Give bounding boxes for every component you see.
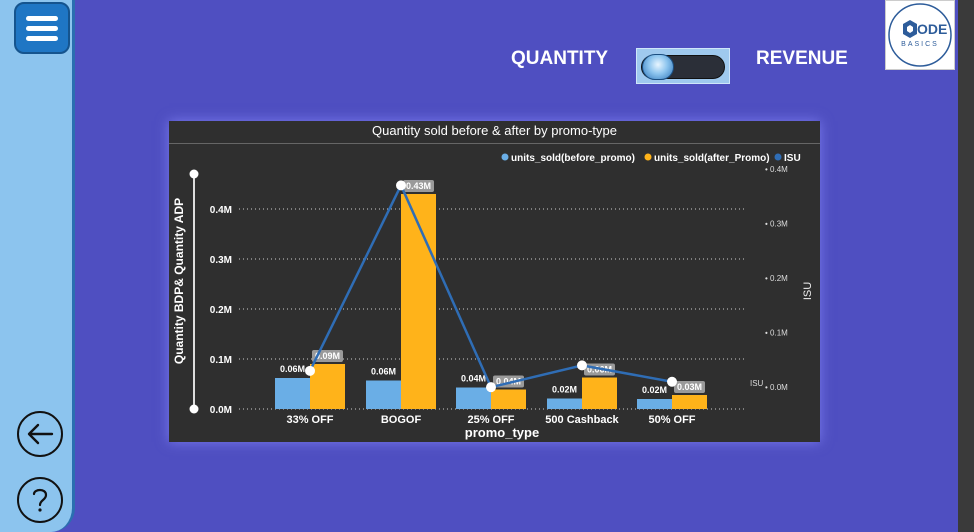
y2-axis-tag: ISU [750,379,764,388]
chart-card: Quantity sold before & after by promo-ty… [169,121,820,442]
isu-point [577,360,587,371]
menu-icon-bar [26,36,58,41]
data-label-after: 0.04M [496,377,521,387]
data-label-bg-after [674,381,705,393]
bar-after-promo [310,364,345,409]
data-label-before: 0.02M [642,385,667,395]
bar-after-promo [401,194,436,409]
bar-after-promo [491,389,526,409]
logo-text-basics: BASICS [901,41,939,48]
x-tick-label: 50% OFF [648,414,695,426]
menu-icon-bar [26,26,58,31]
legend-label: units_sold(after_Promo) [654,153,770,164]
legend-label: units_sold(before_promo) [511,153,635,164]
toggle-track [641,54,725,80]
codebasics-logo: ODE BASICS [885,0,955,70]
isu-point [486,382,496,393]
data-label-after: 0.09M [315,351,340,361]
y2-tick-label: • 0.2M [765,274,788,283]
bar-after-promo [582,377,617,409]
revenue-label: REVENUE [756,48,848,69]
y2-axis-title: ISU [802,282,814,300]
y2-tick-label: • 0.3M [765,220,788,229]
logo-text-ode: ODE [917,21,947,37]
legend-marker [774,153,782,161]
data-label-before: 0.02M [552,385,577,395]
x-tick-label: BOGOF [381,414,422,426]
y-tick-label: 0.2M [210,305,232,316]
data-label-before: 0.06M [371,367,396,377]
quantity-revenue-toggle[interactable] [636,48,730,84]
x-tick-label: 500 Cashback [545,414,619,426]
isu-point [396,180,406,191]
y-tick-label: 0.1M [210,355,232,366]
legend-marker [501,153,509,161]
help-button[interactable] [17,477,63,523]
y-tick-label: 0.0M [210,405,232,416]
y-tick-label: 0.4M [210,205,232,216]
chart-svg: 0.0M 0.1M 0.2M 0.3M 0.4M • 0.0M • 0.1M • 0.2M • … [172,153,814,440]
data-label-after: 0.43M [406,181,431,191]
x-tick-label: 25% OFF [467,414,514,426]
y2-tick-label: • 0.1M [765,329,788,338]
y2-tick-label: • 0.0M [765,383,788,392]
right-edge-strip [958,0,974,532]
y-axis-title: Quantity BDP& Quantity ADP [172,198,186,364]
chart-title: Quantity sold before & after by promo-ty… [169,121,820,144]
quantity-label: QUANTITY [511,48,609,69]
x-axis-title: promo_type [465,425,539,440]
y-axis-slider-handle-bottom [189,404,199,414]
isu-point [305,365,315,376]
legend-label: ISU [784,153,801,164]
isu-line [308,182,673,389]
menu-button[interactable] [14,2,70,54]
data-label-before: 0.06M [280,364,305,374]
sidebar [0,0,75,532]
bar-before-promo [275,378,310,409]
bar-before-promo [547,398,582,409]
back-arrow-icon [27,423,54,445]
bar-after-promo [672,395,707,409]
question-mark-icon [32,488,48,512]
legend-marker [644,153,652,161]
y2-tick-label: • 0.4M [765,165,788,174]
toggle-knob [642,54,674,80]
menu-icon-bar [26,16,58,21]
y-tick-label: 0.3M [210,255,232,266]
bar-before-promo [456,387,491,409]
isu-point [667,376,677,387]
data-label-after: 0.03M [677,382,702,392]
x-tick-label: 33% OFF [286,414,333,426]
data-label-bg-after [403,180,434,192]
data-label-before: 0.04M [461,374,486,384]
bar-before-promo [637,399,672,409]
back-button[interactable] [17,411,63,457]
bar-before-promo [366,380,401,409]
y-axis-slider-handle-top [189,169,199,179]
